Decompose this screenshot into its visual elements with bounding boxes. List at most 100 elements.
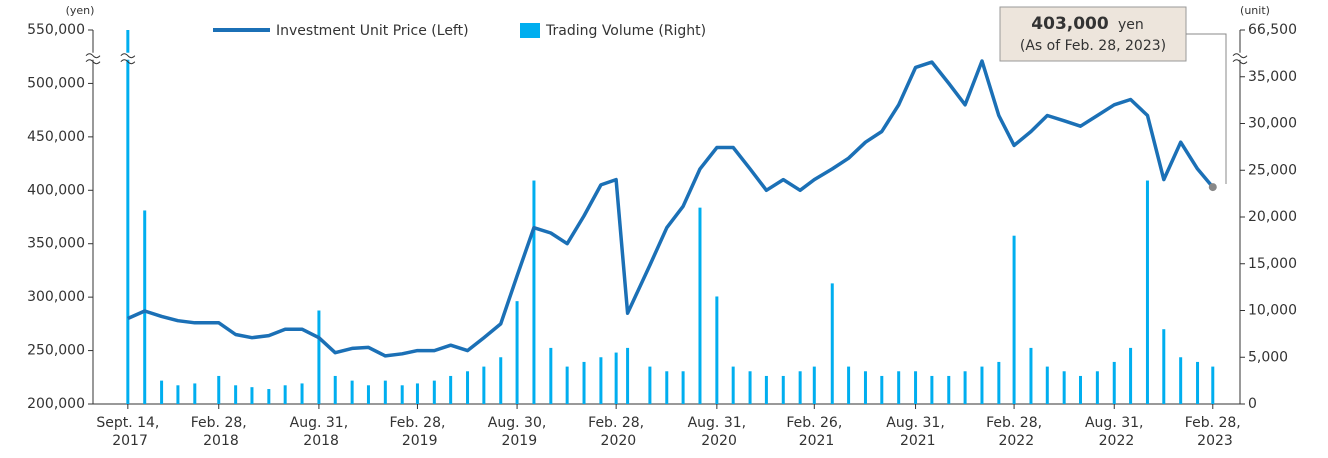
y-tick-label: 250,000 xyxy=(27,343,85,359)
volume-bar xyxy=(300,383,304,404)
volume-bar xyxy=(897,371,901,404)
volume-bar xyxy=(1112,361,1116,404)
volume-bar xyxy=(366,385,370,404)
y-tick-label: 500,000 xyxy=(27,75,85,91)
volume-bar xyxy=(283,385,287,404)
volume-bar xyxy=(681,371,685,404)
volume-bar xyxy=(1012,235,1016,404)
volume-bar xyxy=(176,385,180,404)
axis-break-mark xyxy=(85,53,101,59)
volume-bar xyxy=(863,371,867,404)
axis-break-mark xyxy=(85,59,101,65)
volume-bar xyxy=(1162,329,1166,404)
volume-bar xyxy=(731,366,735,404)
volume-bar xyxy=(997,361,1001,404)
volume-bar xyxy=(350,380,354,404)
x-tick-label: Sept. 14, 2017 xyxy=(96,415,159,449)
volume-bar xyxy=(626,347,630,404)
y-tick-label: 200,000 xyxy=(27,396,85,412)
y-tick-label: 400,000 xyxy=(27,182,85,198)
x-tick-label: Feb. 28, 2019 xyxy=(389,415,445,449)
x-tick-label: Feb. 28, 2022 xyxy=(986,415,1042,449)
plot-area: 200,000 250,000 300,000 350,000 400,000 450,0… xyxy=(27,22,1297,449)
volume-bar xyxy=(781,375,785,404)
volume-bar xyxy=(812,366,816,404)
volume-bar xyxy=(1062,371,1066,404)
volume-bar xyxy=(432,380,436,404)
y2-tick-label: 15,000 xyxy=(1248,256,1297,272)
y2-tick-label: 30,000 xyxy=(1248,116,1297,132)
volume-bar xyxy=(582,361,586,404)
legend-swatch xyxy=(520,23,540,38)
volume-bar xyxy=(1095,371,1099,404)
volume-bar xyxy=(333,375,337,404)
volume-bar xyxy=(648,366,652,404)
volume-bar xyxy=(764,375,768,404)
volume-bar xyxy=(466,371,470,404)
volume-bar xyxy=(482,366,486,404)
volume-bar xyxy=(1179,357,1183,404)
y2-tick-label: 25,000 xyxy=(1248,162,1297,178)
x-tick-label: Aug. 31, 2020 xyxy=(688,415,747,449)
price-end-dot xyxy=(1208,183,1217,192)
volume-bar xyxy=(963,371,967,404)
volume-bar xyxy=(160,380,164,404)
volume-bar xyxy=(830,283,834,404)
legend-label: Trading Volume (Right) xyxy=(545,23,706,39)
x-tick-label: Aug. 31, 2018 xyxy=(290,415,349,449)
volume-bar xyxy=(532,180,536,404)
y2-tick-label: 20,000 xyxy=(1248,209,1297,225)
volume-bar xyxy=(449,375,453,404)
volume-bar xyxy=(565,366,569,404)
annotation-value: 403,000 xyxy=(1031,14,1109,34)
volume-bar xyxy=(980,366,984,404)
y2-tick-label: 66,500 xyxy=(1248,22,1297,38)
annotation-note: (As of Feb. 28, 2023) xyxy=(1020,38,1166,54)
x-tick-label: Aug. 31, 2022 xyxy=(1085,415,1144,449)
y-tick-label: 300,000 xyxy=(27,289,85,305)
volume-bar xyxy=(914,371,918,404)
x-tick-label: Feb. 28, 2020 xyxy=(588,415,644,449)
axis-break-mark xyxy=(120,53,136,59)
x-tick-label: Feb. 28, 2023 xyxy=(1185,415,1241,449)
volume-bar xyxy=(234,385,238,404)
volume-bar xyxy=(415,383,419,404)
y-tick-label: 450,000 xyxy=(27,129,85,145)
y2-tick-label: 0 xyxy=(1248,396,1257,412)
annotation-unit: yen xyxy=(1118,17,1144,33)
volume-bar xyxy=(1045,366,1049,404)
volume-bar xyxy=(267,389,271,404)
y-tick-label: 550,000 xyxy=(27,22,85,38)
volume-bar xyxy=(698,207,702,404)
volume-bar xyxy=(665,371,669,404)
x-tick-label: Feb. 28, 2018 xyxy=(191,415,247,449)
y-unit: (yen) xyxy=(66,4,95,17)
axis-break-mark xyxy=(1232,59,1248,65)
volume-bar xyxy=(798,371,802,404)
annotation-leader xyxy=(1186,33,1227,184)
volume-bar xyxy=(930,375,934,404)
x-tick-label: Aug. 30, 2019 xyxy=(488,415,547,449)
volume-bar xyxy=(400,385,404,404)
volume-bar xyxy=(250,387,254,404)
volume-bar xyxy=(1145,180,1149,404)
volume-bar xyxy=(599,357,603,404)
volume-bar xyxy=(947,375,951,404)
volume-bar xyxy=(515,301,519,404)
volume-bar xyxy=(217,375,221,404)
volume-bar xyxy=(880,375,884,404)
volume-bar xyxy=(193,383,197,404)
volume-bar xyxy=(317,310,321,404)
volume-bar xyxy=(143,210,147,404)
volume-bar xyxy=(549,347,553,404)
y2-tick-label: 5,000 xyxy=(1248,349,1288,365)
y2-tick-label: 35,000 xyxy=(1248,69,1297,85)
volume-bar xyxy=(1196,361,1200,404)
volume-bar xyxy=(1029,347,1033,404)
y-tick-label: 350,000 xyxy=(27,236,85,252)
x-tick-label: Feb. 26, 2021 xyxy=(786,415,842,449)
axis-break-mark xyxy=(120,59,136,65)
axis-break-mark xyxy=(1232,53,1248,59)
volume-bar xyxy=(748,371,752,404)
